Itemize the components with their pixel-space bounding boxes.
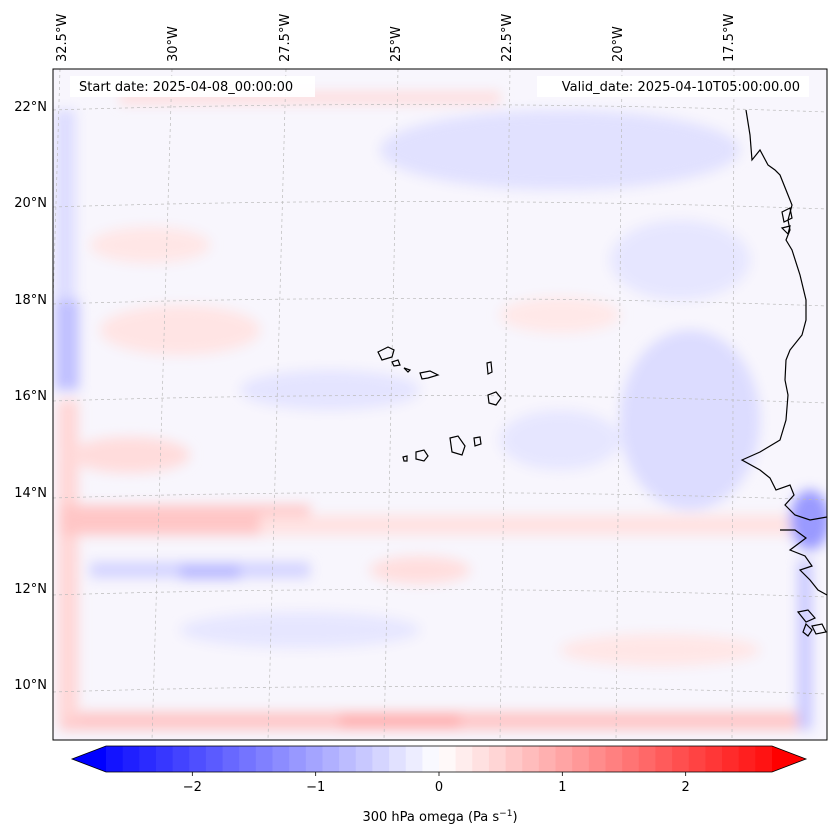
colorbar-segment xyxy=(522,746,540,772)
colorbar-segment xyxy=(588,746,607,772)
graticule xyxy=(53,69,827,740)
lat-label: 22°N xyxy=(14,100,47,115)
colorbar-segment xyxy=(239,746,257,772)
colorbar-tick-label: 2 xyxy=(682,780,690,795)
valid-date-text: Valid_date: 2025-04-10T05:00:00.00 xyxy=(562,80,800,95)
colorbar-segment xyxy=(672,746,690,772)
colorbar-segment xyxy=(405,746,423,772)
colorbar-segment xyxy=(205,746,224,772)
colorbar-segment xyxy=(605,746,623,772)
lon-label: 17.5°W xyxy=(722,14,737,62)
colorbar-segment xyxy=(538,746,557,772)
colorbar-segment xyxy=(439,746,457,772)
coastline xyxy=(740,109,827,637)
colorbar-segment xyxy=(339,746,357,772)
colorbar-segment xyxy=(172,746,190,772)
colorbar-segment xyxy=(622,746,640,772)
colorbar-segment xyxy=(505,746,523,772)
lon-label: 32.5°W xyxy=(55,14,70,62)
colorbar-segment xyxy=(722,746,740,772)
colorbar-segment xyxy=(422,746,440,772)
lat-label: 16°N xyxy=(14,389,47,404)
lon-label: 22.5°W xyxy=(500,14,515,62)
colorbar-segment xyxy=(106,746,124,772)
colorbar-segment xyxy=(455,746,473,772)
colorbar-segment xyxy=(222,746,240,772)
lat-label: 12°N xyxy=(14,582,47,597)
lat-label: 10°N xyxy=(14,678,47,693)
omega-field xyxy=(55,92,827,730)
lat-label: 18°N xyxy=(14,293,47,308)
lon-label: 27.5°W xyxy=(278,14,293,62)
colorbar-segment xyxy=(322,746,340,772)
colorbar-segment xyxy=(655,746,673,772)
map-panel: Start date: 2025-04-08_00:00:00 Valid_da… xyxy=(53,69,827,740)
colorbar-segment xyxy=(305,746,324,772)
colorbar-extend-max xyxy=(772,746,806,772)
colorbar-outline xyxy=(70,745,808,773)
colorbar-segment xyxy=(355,746,373,772)
map-frame xyxy=(52,68,828,741)
colorbar-segment xyxy=(738,746,756,772)
colorbar-extend-min xyxy=(72,746,106,772)
colorbar-segment xyxy=(122,746,140,772)
colorbar-segment xyxy=(572,746,590,772)
colorbar-segment xyxy=(389,746,407,772)
longitude-labels: 32.5°W 30°W 27.5°W 25°W 22.5°W 20°W 17.5… xyxy=(55,14,737,62)
colorbar-tick-label: 0 xyxy=(435,780,443,795)
colorbar-segment xyxy=(155,746,174,772)
lon-label: 25°W xyxy=(389,26,404,62)
colorbar-segment xyxy=(255,746,274,772)
colorbar-segment xyxy=(688,746,706,772)
colorbar-segment xyxy=(272,746,290,772)
colorbar: −2 −1 0 1 2 300 hPa omega (Pa s−1) xyxy=(70,745,808,825)
lat-label: 14°N xyxy=(14,486,47,501)
colorbar-segment xyxy=(139,746,157,772)
colorbar-tick-label: 1 xyxy=(558,780,566,795)
colorbar-tick-label: −1 xyxy=(306,780,325,795)
colorbar-segment xyxy=(372,746,390,772)
cape-verde-islands xyxy=(377,346,502,462)
colorbar-segment xyxy=(755,746,773,772)
colorbar-segment xyxy=(705,746,723,772)
colorbar-segment xyxy=(472,746,490,772)
colorbar-segments xyxy=(106,746,773,772)
lon-label: 20°W xyxy=(611,26,626,62)
start-date-box xyxy=(70,76,315,97)
colorbar-segment xyxy=(638,746,657,772)
valid-date-box xyxy=(537,76,809,97)
colorbar-segment xyxy=(189,746,207,772)
start-date-text: Start date: 2025-04-08_00:00:00 xyxy=(79,80,293,95)
colorbar-tick-label: −2 xyxy=(183,780,202,795)
lat-label: 20°N xyxy=(14,196,47,211)
latitude-labels: 22°N 20°N 18°N 16°N 14°N 12°N 10°N xyxy=(14,100,47,693)
colorbar-segment xyxy=(488,746,507,772)
lon-label: 30°W xyxy=(166,26,181,62)
colorbar-segment xyxy=(289,746,307,772)
colorbar-segment xyxy=(555,746,573,772)
colorbar-label: 300 hPa omega (Pa s−1) xyxy=(362,809,517,825)
colorbar-ticks: −2 −1 0 1 2 xyxy=(183,772,690,795)
